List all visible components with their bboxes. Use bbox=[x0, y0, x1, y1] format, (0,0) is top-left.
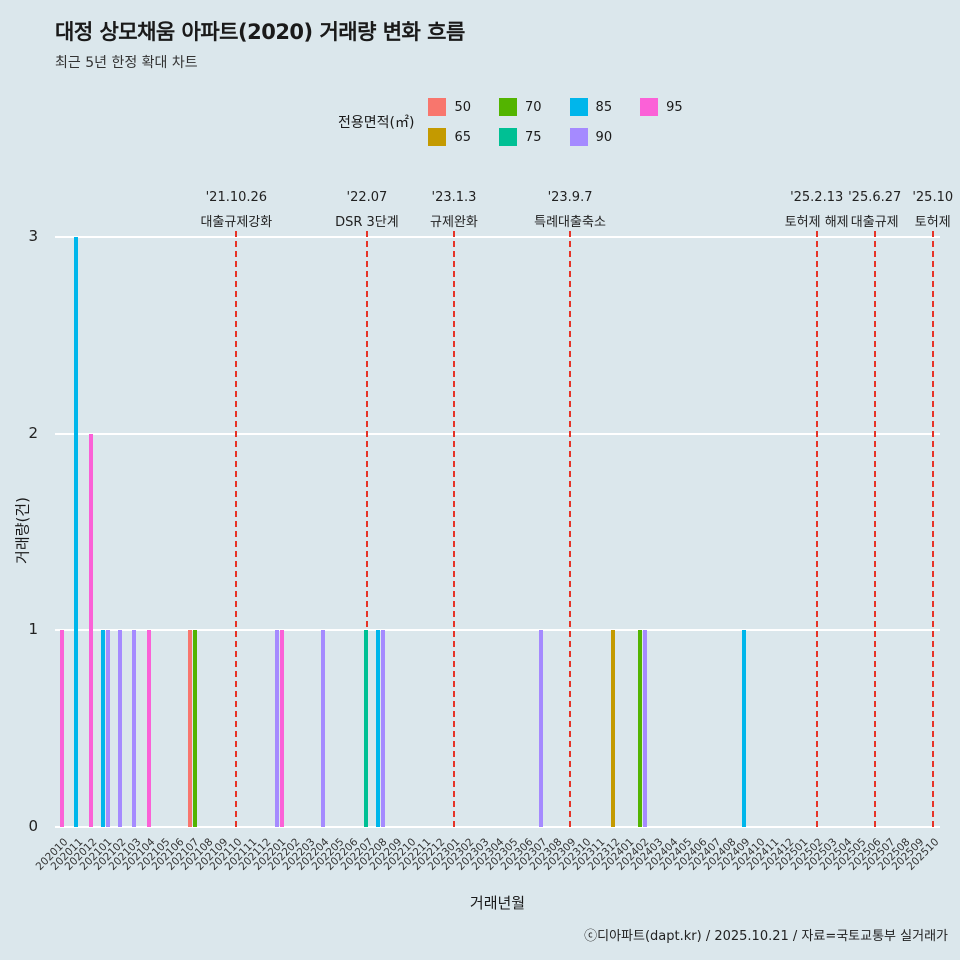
legend: 전용면적(㎡) 50 65 70 75 85 90 95 bbox=[338, 92, 683, 152]
legend-area-label: 75 bbox=[525, 129, 542, 145]
y-tick-label: 3 bbox=[28, 227, 38, 245]
chart-subtitle: 최근 5년 한정 확대 차트 bbox=[55, 55, 198, 71]
legend-area-label: 95 bbox=[666, 99, 683, 115]
legend-item-65: 65 bbox=[428, 128, 471, 146]
event-line-202110 bbox=[235, 231, 238, 827]
gridline bbox=[55, 826, 940, 828]
event-label: 대출규제강화 bbox=[200, 215, 273, 230]
bar-202101-85㎡ bbox=[100, 630, 105, 827]
bar-202207-75㎡ bbox=[364, 630, 369, 827]
legend-item-90: 90 bbox=[569, 128, 613, 146]
bar-202010-95㎡ bbox=[59, 630, 64, 827]
event-label: 토허제 해제 bbox=[784, 215, 849, 230]
bar-202201-95㎡ bbox=[279, 630, 284, 827]
event-date: '25.6.27 bbox=[848, 190, 902, 205]
bar-202409-85㎡ bbox=[741, 630, 746, 827]
bar-202104-95㎡ bbox=[146, 630, 151, 827]
legend-area-label: 70 bbox=[525, 99, 542, 115]
legend-area-label: 50 bbox=[454, 99, 471, 115]
legend-item-85: 85 bbox=[569, 98, 613, 116]
bar-202208-85㎡ bbox=[376, 630, 381, 827]
legend-swatch-85 bbox=[569, 98, 588, 116]
bar-202103-90㎡ bbox=[132, 630, 137, 827]
chart-title: 대정 상모채움 아파트(2020) 거래량 변화 흐름 bbox=[55, 20, 465, 44]
legend-area-label: 85 bbox=[595, 99, 613, 115]
legend-item-50: 50 bbox=[428, 98, 471, 116]
legend-item-95: 95 bbox=[640, 98, 683, 116]
bar-202101-90㎡ bbox=[105, 630, 110, 827]
event-line-202301 bbox=[452, 231, 455, 827]
event-line-202510 bbox=[931, 231, 934, 827]
legend-area-label: 65 bbox=[454, 129, 471, 145]
event-label: 특례대출축소 bbox=[534, 215, 606, 230]
y-tick-label: 0 bbox=[28, 817, 38, 835]
legend-items: 50 65 70 75 85 90 95 bbox=[428, 92, 683, 152]
legend-swatch-65 bbox=[428, 128, 447, 146]
event-date: '25.2.13 bbox=[790, 190, 844, 205]
bar-202402-90㎡ bbox=[642, 630, 647, 827]
event-label: 대출규제 bbox=[850, 215, 899, 230]
footer-credit: ⓒ디아파트(dapt.kr) / 2025.10.21 / 자료=국토교통부 실… bbox=[584, 929, 948, 944]
bar-202011-85㎡ bbox=[74, 237, 79, 827]
y-tick-label: 1 bbox=[28, 620, 38, 639]
gridline bbox=[55, 432, 940, 435]
bar-202402-70㎡ bbox=[637, 630, 642, 827]
y-axis-label: 거래량(건) bbox=[13, 497, 32, 564]
event-date: '21.10.26 bbox=[205, 190, 268, 205]
legend-item-70: 70 bbox=[499, 98, 542, 116]
event-label: 규제완화 bbox=[430, 215, 478, 230]
legend-title: 전용면적(㎡) bbox=[338, 115, 415, 131]
event-date: '23.1.3 bbox=[431, 190, 477, 205]
event-date: '22.07 bbox=[346, 190, 388, 205]
legend-swatch-70 bbox=[499, 98, 517, 116]
bar-202307-90㎡ bbox=[538, 630, 543, 827]
legend-swatch-75 bbox=[499, 128, 517, 146]
legend-swatch-95 bbox=[640, 98, 659, 116]
legend-swatch-50 bbox=[428, 98, 447, 116]
gridline bbox=[55, 629, 940, 632]
bar-202102-90㎡ bbox=[117, 630, 122, 827]
legend-swatch-90 bbox=[569, 128, 588, 146]
bar-202107-50㎡ bbox=[187, 630, 192, 827]
bar-202204-90㎡ bbox=[320, 630, 325, 827]
event-label: DSR 3단계 bbox=[335, 215, 399, 230]
y-tick-label: 2 bbox=[28, 423, 38, 442]
x-axis-label: 거래년월 bbox=[469, 894, 526, 912]
event-date: '25.10 bbox=[912, 190, 954, 205]
event-line-202309 bbox=[569, 231, 572, 827]
event-label: 토허제 bbox=[914, 215, 951, 230]
legend-area-label: 90 bbox=[595, 129, 613, 145]
event-line-202207 bbox=[365, 231, 368, 827]
bar-202201-90㎡ bbox=[274, 630, 279, 827]
event-line-202502 bbox=[815, 231, 818, 827]
bar-202012-95㎡ bbox=[88, 433, 93, 827]
bar-202208-90㎡ bbox=[381, 630, 386, 827]
legend-item-75: 75 bbox=[499, 128, 542, 146]
event-date: '23.9.7 bbox=[547, 190, 593, 205]
bar-202107-70㎡ bbox=[192, 630, 197, 827]
event-line-202506 bbox=[873, 231, 876, 827]
bar-202312-65㎡ bbox=[611, 630, 616, 827]
gridline bbox=[55, 236, 940, 238]
